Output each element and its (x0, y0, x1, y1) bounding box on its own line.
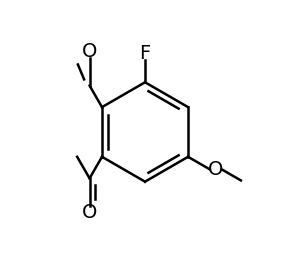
Text: O: O (208, 160, 224, 179)
Text: O: O (82, 42, 97, 61)
Text: O: O (82, 203, 97, 222)
Text: F: F (140, 44, 151, 63)
